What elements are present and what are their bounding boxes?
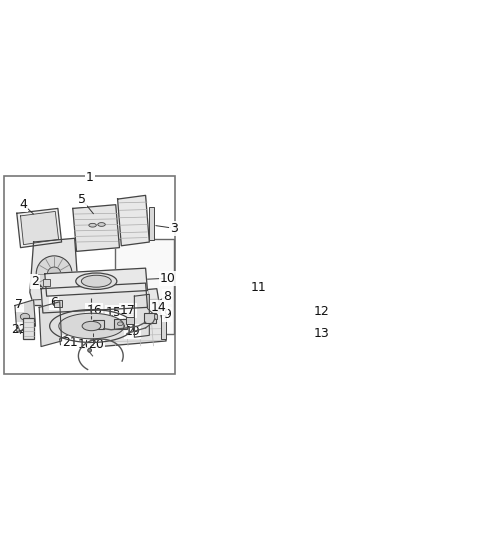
Ellipse shape — [98, 222, 105, 226]
Bar — [304, 350, 307, 357]
Ellipse shape — [76, 273, 117, 289]
Polygon shape — [30, 238, 78, 305]
Bar — [161, 315, 167, 339]
Text: 10: 10 — [160, 272, 176, 285]
Ellipse shape — [285, 319, 305, 325]
Ellipse shape — [282, 361, 308, 371]
Ellipse shape — [20, 314, 30, 320]
Polygon shape — [265, 353, 325, 380]
Bar — [296, 350, 299, 353]
Bar — [144, 313, 156, 323]
Ellipse shape — [282, 343, 308, 351]
Bar — [23, 318, 35, 339]
Polygon shape — [15, 300, 36, 332]
Polygon shape — [21, 211, 59, 245]
Polygon shape — [49, 310, 133, 342]
Polygon shape — [73, 205, 120, 251]
Bar — [114, 319, 127, 329]
Text: 20: 20 — [88, 338, 104, 351]
Polygon shape — [118, 195, 149, 246]
Ellipse shape — [89, 224, 96, 227]
Bar — [276, 294, 313, 320]
Ellipse shape — [285, 336, 305, 342]
Text: 2: 2 — [31, 275, 39, 289]
Bar — [115, 239, 174, 334]
Bar — [43, 279, 49, 286]
Text: 22: 22 — [12, 322, 27, 336]
Polygon shape — [45, 268, 147, 296]
Bar — [126, 317, 134, 324]
Text: 1: 1 — [85, 171, 94, 184]
Bar — [93, 320, 104, 328]
Ellipse shape — [82, 321, 101, 331]
Circle shape — [88, 348, 92, 352]
Bar — [154, 314, 157, 319]
Text: 7: 7 — [15, 298, 24, 311]
Polygon shape — [134, 294, 149, 337]
Text: 14: 14 — [151, 301, 167, 314]
Circle shape — [36, 256, 72, 291]
Text: 13: 13 — [314, 327, 330, 340]
Circle shape — [48, 267, 61, 280]
Text: 3: 3 — [169, 222, 178, 235]
Text: 8: 8 — [163, 290, 171, 302]
Ellipse shape — [82, 275, 111, 287]
Ellipse shape — [287, 363, 303, 369]
Polygon shape — [39, 302, 61, 347]
Text: 19: 19 — [125, 325, 140, 338]
Bar — [291, 350, 294, 353]
Polygon shape — [41, 283, 147, 313]
Bar — [149, 206, 154, 240]
Polygon shape — [17, 209, 61, 248]
Text: 9: 9 — [163, 309, 171, 321]
Ellipse shape — [286, 344, 304, 350]
Bar — [285, 322, 305, 339]
Bar — [54, 300, 62, 307]
Polygon shape — [73, 313, 166, 348]
Text: 16: 16 — [86, 304, 102, 317]
Circle shape — [293, 288, 297, 291]
Text: 18: 18 — [77, 338, 93, 351]
Text: 17: 17 — [120, 304, 136, 317]
Ellipse shape — [276, 315, 313, 323]
Text: 21: 21 — [62, 336, 78, 349]
Text: 5: 5 — [78, 193, 86, 206]
Circle shape — [292, 291, 298, 298]
Text: 12: 12 — [314, 305, 330, 319]
Text: 6: 6 — [50, 296, 58, 309]
Ellipse shape — [118, 322, 123, 326]
Text: 11: 11 — [251, 281, 266, 294]
Ellipse shape — [276, 290, 313, 299]
Text: 4: 4 — [19, 198, 27, 211]
Text: 15: 15 — [106, 306, 122, 319]
Polygon shape — [59, 314, 124, 339]
Polygon shape — [75, 289, 160, 319]
